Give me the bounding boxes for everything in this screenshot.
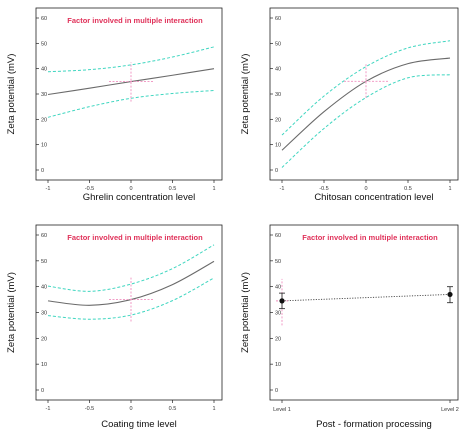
- panel-chitosan: 0 10 20 30 40 50 60 -1 -0.5 0 0.5 1 Chitosan concent…: [240, 7, 459, 203]
- lower-ci-band: [47, 89, 215, 118]
- data-point: [447, 291, 453, 298]
- panel-postformation: 0 10 20 30 40 50 60 Level 1 Level 2 Post - format…: [240, 224, 459, 430]
- y-axis-label: Zeta potential (mV): [6, 272, 17, 353]
- y-tick-label: 0: [41, 388, 44, 394]
- y-tick-label: 60: [41, 233, 47, 239]
- y-tick-label: 10: [41, 143, 47, 149]
- y-tick-label: 10: [275, 143, 281, 149]
- plot-frame: [269, 7, 459, 181]
- y-tick-label: 40: [275, 67, 281, 73]
- connector-line: [281, 293, 451, 302]
- y-tick-label: 10: [41, 362, 47, 368]
- x-tick-label: 1: [212, 406, 215, 412]
- y-tick-label: 30: [41, 311, 47, 317]
- y-axis-label: Zeta potential (mV): [240, 54, 251, 135]
- y-tick-label: 50: [275, 41, 281, 47]
- interaction-note: Factor involved in multiple interaction: [67, 233, 203, 242]
- x-tick-label: -1: [46, 406, 51, 412]
- x-tick-label: 1: [448, 186, 451, 192]
- y-tick-label: 40: [41, 67, 47, 73]
- panel-ghrelin: 0 10 20 30 40 50 60 -1 -0.5 0 0.5 1 Ghrelin concentr…: [6, 7, 223, 203]
- panel-coating: 0 10 20 30 40 50 60 -1 -0.5 0 0.5 1 Coating time lev…: [6, 224, 223, 430]
- plot-frame: [269, 224, 459, 401]
- x-axis-label: Ghrelin concentration level: [83, 192, 195, 203]
- upper-ci-band: [47, 46, 215, 73]
- x-axis-label: Post - formation processing: [316, 419, 432, 430]
- y-tick-label: 20: [41, 336, 47, 342]
- y-tick-label: 60: [275, 233, 281, 239]
- y-tick-label: 30: [275, 92, 281, 98]
- x-tick-label: 1: [212, 186, 215, 192]
- y-tick-label: 20: [275, 336, 281, 342]
- x-axis-label: Coating time level: [101, 419, 177, 430]
- y-tick-label: 40: [41, 285, 47, 291]
- x-tick-label: -1: [280, 186, 285, 192]
- data-point: [279, 298, 285, 304]
- y-tick-label: 50: [275, 259, 281, 265]
- lower-ci-band: [47, 277, 215, 320]
- plot-frame: [35, 7, 223, 181]
- x-tick-label: 0.5: [169, 406, 177, 412]
- y-tick-label: 50: [41, 259, 47, 265]
- y-axis-label: Zeta potential (mV): [240, 272, 251, 353]
- y-axis-label: Zeta potential (mV): [6, 54, 17, 135]
- x-tick-label: 0: [129, 186, 132, 192]
- x-tick-label: 0.5: [169, 186, 177, 192]
- x-axis-label: Chitosan concentration level: [314, 192, 433, 203]
- y-tick-label: 0: [275, 168, 278, 174]
- x-tick-label: 0.5: [404, 186, 412, 192]
- x-tick-label: 0: [364, 186, 367, 192]
- plot-frame: [35, 224, 223, 401]
- y-tick-label: 10: [275, 362, 281, 368]
- y-tick-label: 40: [275, 285, 281, 291]
- x-tick-label: -0.5: [319, 186, 328, 192]
- x-tick-label: Level 1: [273, 407, 291, 413]
- y-tick-label: 30: [275, 311, 281, 317]
- y-tick-label: 20: [275, 117, 281, 123]
- y-tick-label: 0: [275, 388, 278, 394]
- upper-ci-band: [281, 40, 451, 136]
- upper-ci-band: [47, 244, 215, 292]
- interaction-note: Factor involved in multiple interaction: [67, 16, 203, 25]
- x-tick-label: -0.5: [85, 186, 94, 192]
- interaction-note: Factor involved in multiple interaction: [302, 233, 438, 242]
- y-tick-label: 0: [41, 168, 44, 174]
- y-tick-label: 20: [41, 117, 47, 123]
- x-tick-label: Level 2: [441, 407, 459, 413]
- x-tick-label: -1: [46, 186, 51, 192]
- y-tick-label: 30: [41, 92, 47, 98]
- x-tick-label: -0.5: [85, 406, 94, 412]
- x-tick-label: 0: [129, 406, 132, 412]
- y-tick-label: 60: [41, 16, 47, 22]
- lower-ci-band: [281, 74, 451, 168]
- y-tick-label: 50: [41, 41, 47, 47]
- y-tick-label: 60: [275, 16, 281, 22]
